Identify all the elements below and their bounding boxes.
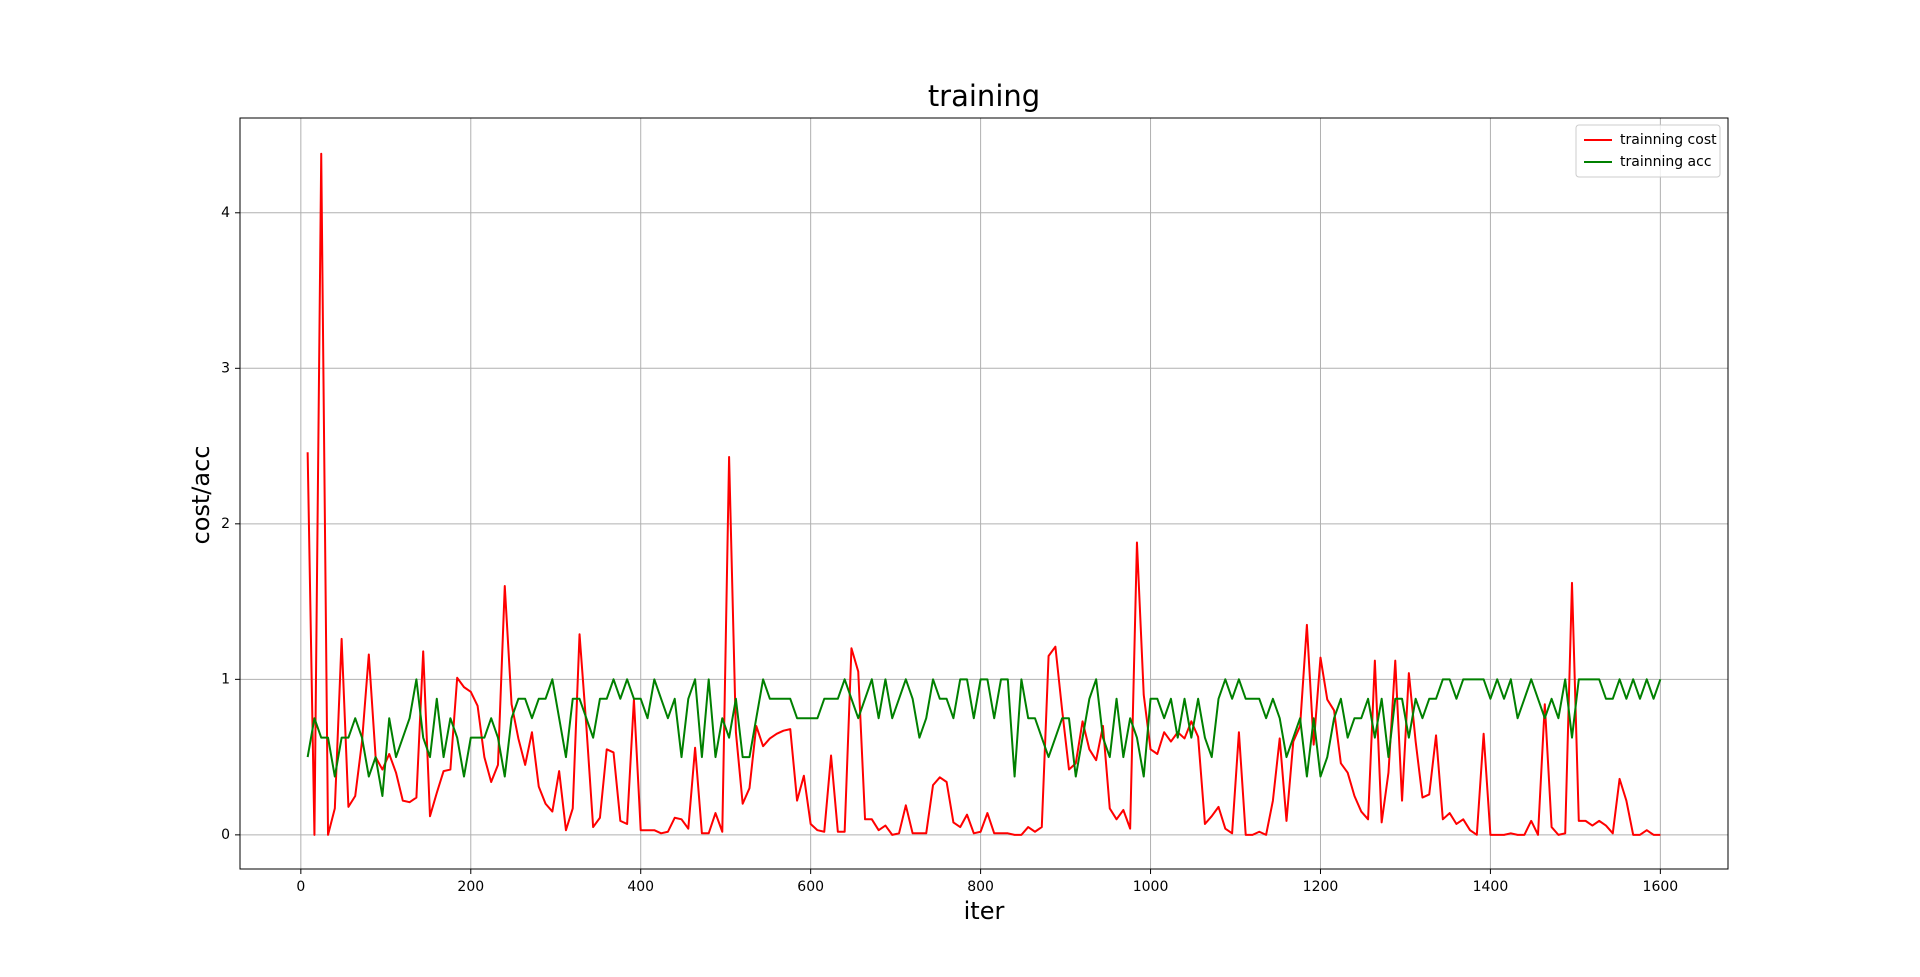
- x-tick-label: 1200: [1303, 879, 1339, 895]
- y-tick-label: 1: [221, 671, 230, 687]
- legend-label: trainning acc: [1620, 154, 1712, 170]
- x-tick-label: 600: [797, 879, 824, 895]
- x-tick-label: 800: [967, 879, 994, 895]
- x-tick-label: 200: [457, 879, 484, 895]
- y-tick-label: 4: [221, 205, 230, 221]
- y-axis-label: cost/acc: [187, 446, 215, 545]
- x-tick-label: 400: [627, 879, 654, 895]
- data-line: [306, 152, 1661, 836]
- chart-title: training: [928, 79, 1040, 113]
- y-tick-label: 3: [221, 360, 230, 376]
- legend-box: [1575, 124, 1721, 178]
- x-tick-label: 1000: [1133, 879, 1169, 895]
- x-tick-label: 0: [296, 879, 305, 895]
- x-tick-label: 1600: [1643, 879, 1679, 895]
- legend-label: trainning cost: [1620, 132, 1717, 148]
- y-tick-label: 2: [221, 516, 230, 532]
- x-axis-label: iter: [964, 897, 1005, 925]
- plot-frame: [239, 117, 1729, 870]
- legend: trainning cost trainning acc: [1575, 124, 1721, 178]
- y-tick-label: 0: [221, 827, 230, 843]
- x-tick-label: 1400: [1473, 879, 1509, 895]
- data-line: [306, 678, 1662, 797]
